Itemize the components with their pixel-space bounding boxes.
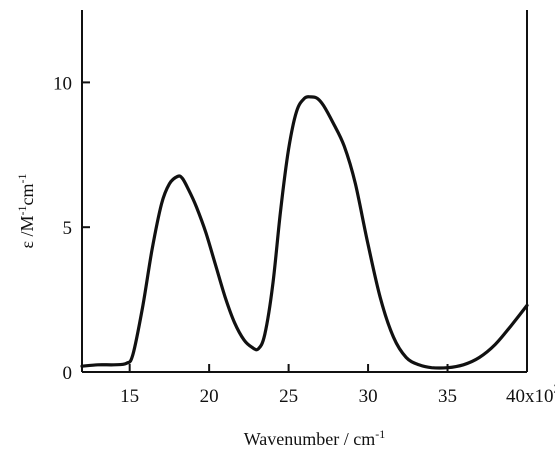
x-tick-label: 30 bbox=[359, 386, 378, 407]
y-tick-label: 5 bbox=[63, 218, 73, 239]
series-layer bbox=[80, 95, 529, 370]
x-tick-label: 20 bbox=[200, 386, 219, 407]
x-axis-label: Wavenumber / cm-1 bbox=[244, 427, 386, 449]
y-axis-label: ε /M-1cm-1 bbox=[15, 173, 37, 248]
x-tick-label-superscript: 3 bbox=[554, 381, 555, 396]
x-tick-label: 15 bbox=[120, 386, 139, 407]
y-tick-label: 10 bbox=[53, 73, 72, 94]
y-axis-label-main: ε /M bbox=[17, 215, 37, 248]
x-tick-label: 40x103 bbox=[506, 381, 555, 407]
ticks-layer: 15 20 25 30 35 40x103 0 5 10 bbox=[53, 73, 555, 407]
y-axis-label-superscript-2: -1 bbox=[15, 173, 29, 183]
spectrum-series-line bbox=[80, 95, 529, 370]
x-axis-label-main: Wavenumber / cm bbox=[244, 429, 376, 449]
x-tick-label: 25 bbox=[279, 386, 298, 407]
x-axis-label-superscript: -1 bbox=[375, 427, 385, 441]
plot-axes bbox=[81, 10, 528, 373]
y-axis-label-unit: cm bbox=[17, 183, 37, 205]
y-tick-label: 0 bbox=[63, 363, 73, 384]
y-axis-label-superscript-1: -1 bbox=[15, 205, 29, 215]
x-tick-label: 35 bbox=[438, 386, 457, 407]
